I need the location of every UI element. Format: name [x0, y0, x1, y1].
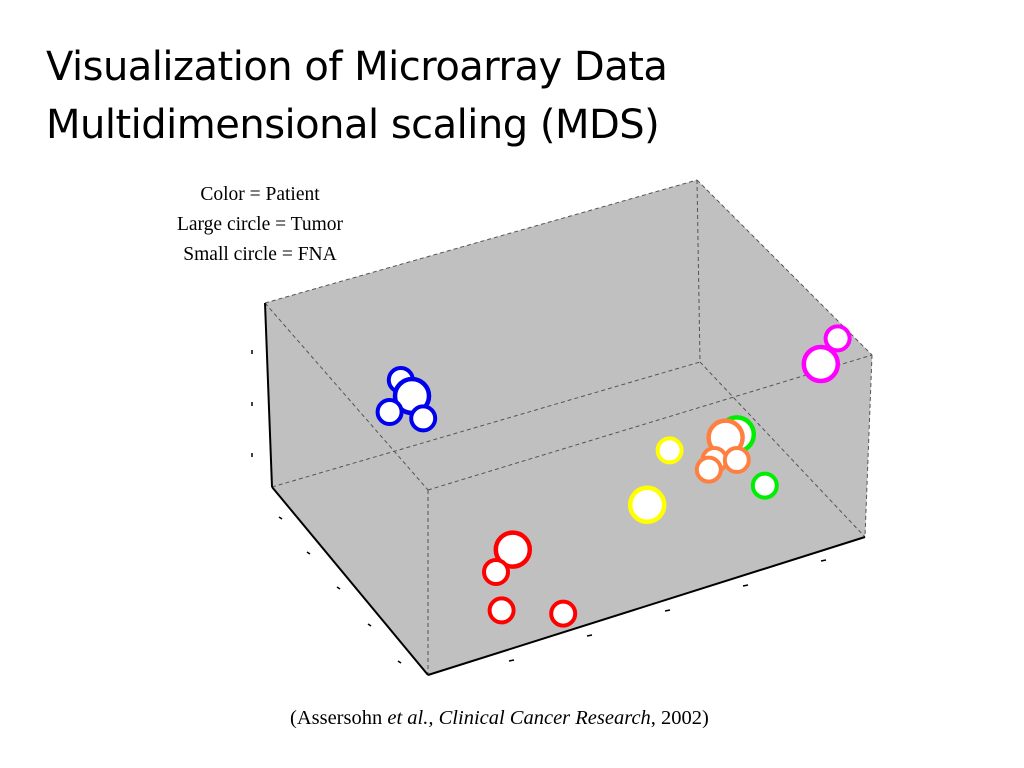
legend-large-circle-tumor: Large circle = Tumor — [176, 214, 344, 235]
legend-color-patient: Color = Patient — [200, 184, 320, 205]
x-axis-tick — [742, 584, 749, 587]
citation-journal: Clinical Cancer Research — [438, 707, 651, 729]
axis-y-depth — [271, 486, 429, 676]
y-axis-tick — [336, 586, 341, 590]
fna-point — [482, 558, 510, 586]
fna-point — [694, 455, 723, 484]
box-axes — [264, 302, 866, 676]
data-points — [375, 324, 852, 628]
title-line-1: Visualization of Microarray Data — [46, 44, 668, 90]
axis-z-vertical — [264, 302, 273, 488]
tumor-point — [627, 485, 667, 525]
fna-point — [722, 446, 751, 474]
x-axis-tick — [820, 559, 827, 562]
edge-front-top — [427, 354, 873, 491]
edge-back-bottom-right — [699, 361, 866, 538]
tumor-point — [801, 344, 841, 384]
fna-point — [823, 324, 852, 353]
citation-etal: et al., — [387, 707, 434, 729]
y-axis-tick — [397, 660, 402, 664]
axis-x-front — [427, 536, 866, 676]
edge-back-top — [264, 179, 698, 304]
citation-year: , 2002) — [650, 707, 709, 729]
fna-point — [750, 471, 779, 500]
chart-legend-note: Color = Patient Large circle = Tumor Sma… — [140, 180, 380, 270]
legend-small-circle-fna: Small circle = FNA — [183, 244, 337, 265]
fna-point — [487, 596, 516, 625]
title-line-2: Multidimensional scaling (MDS) — [46, 102, 660, 148]
x-axis-tick — [508, 659, 515, 662]
x-axis-tick — [664, 609, 671, 612]
fna-point — [409, 404, 438, 433]
edge-right-vertical — [864, 354, 873, 538]
fna-point — [375, 398, 404, 426]
citation-authors: (Assersohn — [290, 707, 388, 729]
y-axis-tick — [367, 623, 372, 627]
y-axis-tick — [278, 516, 283, 520]
edge-back-bottom-left — [271, 361, 701, 488]
axis-ticks — [251, 350, 827, 664]
tumor-point — [493, 530, 533, 569]
edge-diagonal — [264, 302, 429, 491]
y-axis-tick — [306, 551, 311, 555]
edge-back-vertical — [696, 179, 701, 363]
x-axis-tick — [586, 634, 593, 637]
fna-point — [549, 599, 578, 628]
box-fill — [265, 180, 872, 675]
slide-title: Visualization of Microarray Data Multidi… — [46, 38, 668, 154]
citation: (Assersohn et al., Clinical Cancer Resea… — [290, 707, 709, 730]
fna-point — [655, 436, 684, 465]
